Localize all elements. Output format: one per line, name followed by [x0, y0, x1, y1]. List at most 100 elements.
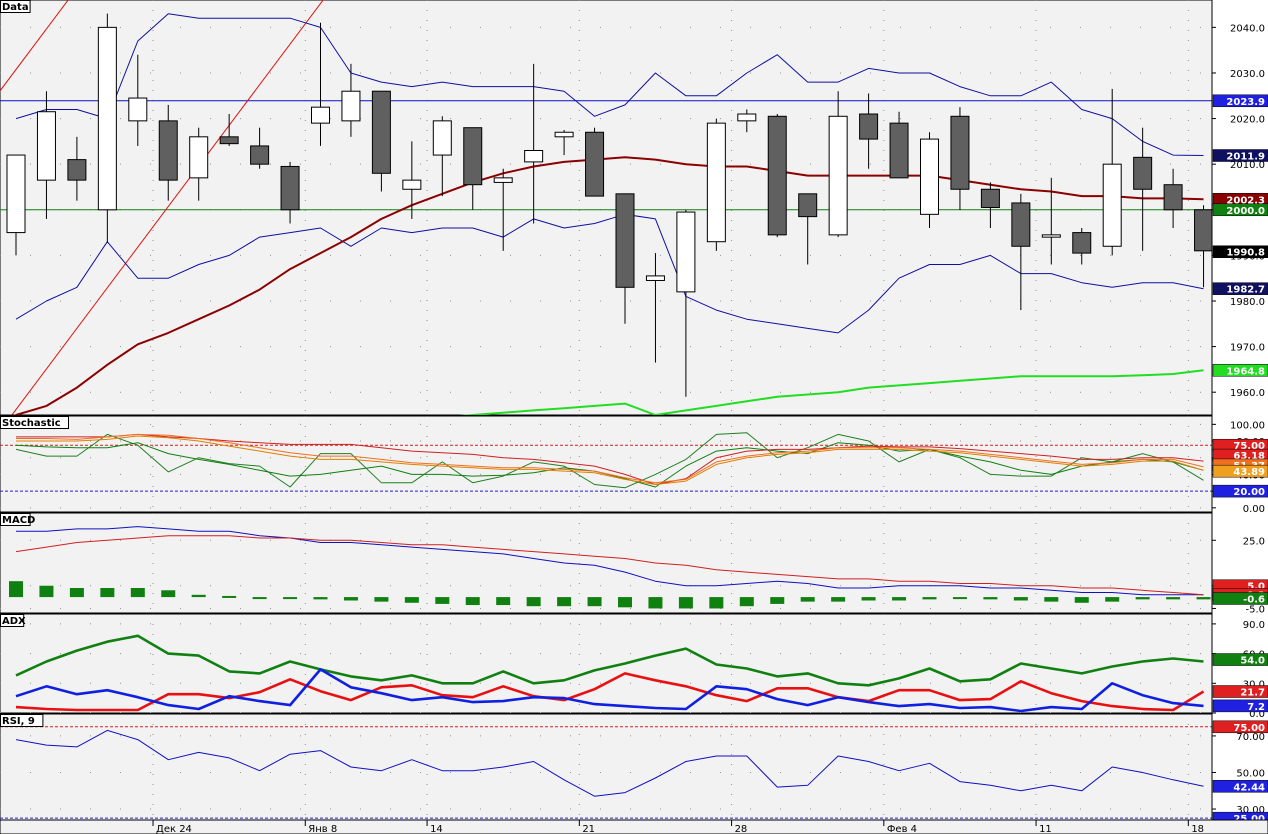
- panel-background: [0, 613, 1213, 714]
- candle-down: [67, 159, 87, 181]
- candle-down: [158, 120, 178, 181]
- candle-down: [280, 165, 300, 211]
- moving-average-green: [459, 369, 1204, 415]
- y-tick-label: 90.0: [1243, 620, 1265, 631]
- candle-down: [585, 131, 605, 197]
- series-line: [15, 432, 1204, 489]
- panel-content: [0, 614, 1212, 713]
- moving-average-dark-red: [15, 156, 1204, 415]
- candle-up: [524, 149, 544, 163]
- candle-up: [36, 111, 56, 181]
- x-tick-label: Янв 8: [308, 824, 337, 834]
- candle-up: [189, 136, 209, 179]
- histogram-bar: [892, 597, 907, 601]
- x-tick-label: 14: [430, 824, 443, 834]
- candle-up: [311, 106, 330, 124]
- panel-title-box: [0, 714, 44, 727]
- candle-down: [1133, 156, 1153, 190]
- histogram-bar: [709, 597, 724, 609]
- candle-down: [980, 188, 1000, 208]
- x-tick-label: 11: [1039, 824, 1052, 834]
- candle-up: [1041, 234, 1061, 238]
- series-line: [15, 729, 1204, 797]
- value-badge-label: 5.0: [1247, 582, 1265, 593]
- x-tick-label: 18: [1191, 824, 1204, 834]
- value-badge-label: 7.2: [1247, 702, 1265, 713]
- histogram-bar: [343, 597, 358, 601]
- value-badge-label: 75.00: [1233, 723, 1265, 734]
- histogram-bar: [283, 597, 298, 600]
- value-badge-label: 43.89: [1233, 467, 1265, 478]
- y-tick-label: -5.0: [1245, 604, 1265, 615]
- panel-content: [0, 513, 1212, 613]
- histogram-bar: [1196, 597, 1211, 600]
- histogram-bar: [222, 595, 237, 598]
- candle-down: [371, 90, 391, 174]
- panel-background: [0, 512, 1213, 614]
- panel-title: RSI, 9: [2, 716, 35, 727]
- value-badge: [1212, 699, 1268, 713]
- histogram-bar: [435, 597, 450, 604]
- histogram-bar: [587, 597, 602, 607]
- candle-up: [920, 138, 939, 215]
- x-axis-bar: [0, 819, 1268, 834]
- histogram-bar: [831, 597, 846, 602]
- panel-title-box: [0, 416, 69, 429]
- y-tick-label: 2040.0: [1230, 23, 1265, 34]
- candle-down: [798, 193, 818, 218]
- y-tick-label: 0.0: [1249, 709, 1265, 720]
- y-tick-label: 30.00: [1236, 805, 1265, 816]
- candle-up: [554, 131, 574, 138]
- y-tick-label: 1960.0: [1230, 388, 1265, 399]
- candle-down: [889, 122, 909, 179]
- y-tick-label: 1980.0: [1230, 297, 1265, 308]
- bollinger-lower: [15, 213, 1204, 334]
- candle-down: [463, 127, 483, 186]
- candle-up: [341, 90, 361, 122]
- panel-1: 0.0020.0040.0060.0080.00100.00Stochastic…: [0, 415, 1268, 515]
- x-tick-label: Дек 24: [156, 824, 192, 834]
- value-badge: [1212, 282, 1268, 295]
- value-badge-label: 54.0: [1240, 656, 1265, 667]
- series-line: [15, 672, 1205, 712]
- panel-background: [0, 0, 1213, 416]
- value-badge-label: 2023.9: [1226, 97, 1265, 108]
- panel-background: [0, 415, 1213, 513]
- value-badge: [1212, 94, 1268, 108]
- series-line: [15, 668, 1204, 713]
- trend-line-upper: [0, 0, 69, 92]
- value-badge-label: 20.00: [1233, 487, 1265, 498]
- candle-up: [493, 177, 513, 183]
- panel-title: Data: [2, 2, 29, 13]
- panel-title: ADX: [2, 616, 26, 627]
- value-badge-label: 42.44: [1233, 782, 1265, 793]
- series-line: [16, 433, 1204, 484]
- histogram-bar: [739, 597, 754, 607]
- panel-title-box: [0, 513, 31, 526]
- value-badge: [1212, 484, 1268, 498]
- y-tick-label: 2010.0: [1230, 160, 1265, 171]
- panel-content: [0, 714, 1212, 820]
- candle-down: [1194, 209, 1212, 252]
- histogram-bar: [557, 597, 572, 607]
- panel-title: Stochastic: [2, 418, 61, 429]
- series-line: [16, 435, 1204, 485]
- value-badge-label: 75.00: [1233, 441, 1265, 452]
- histogram-bar: [800, 597, 815, 602]
- histogram-bar: [130, 588, 145, 598]
- y-tick-label: 2020.0: [1230, 115, 1265, 126]
- histogram-bar: [9, 581, 23, 598]
- series-line: [16, 433, 1204, 485]
- candle-up: [97, 26, 117, 211]
- y-tick-label: 0.00: [1243, 504, 1265, 515]
- bollinger-upper: [15, 13, 1204, 156]
- candle-down: [250, 145, 270, 165]
- value-badge-label: 1964.8: [1226, 366, 1265, 377]
- histogram-bar: [496, 597, 511, 606]
- candle-down: [859, 113, 879, 140]
- histogram-bar: [100, 588, 115, 598]
- candle-down: [1011, 202, 1031, 247]
- value-badge-label: -0.6: [1243, 594, 1265, 605]
- y-tick-label: 100.00: [1230, 420, 1265, 431]
